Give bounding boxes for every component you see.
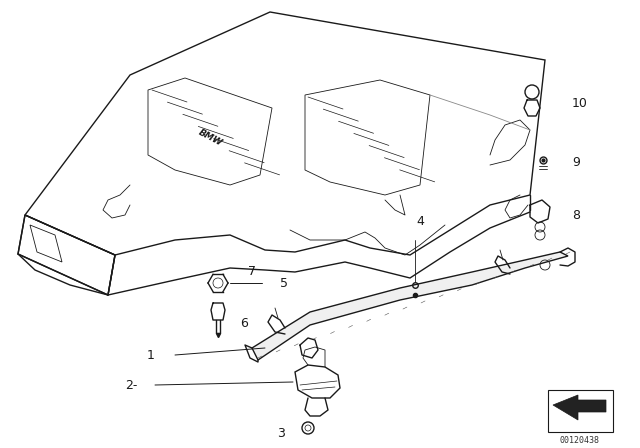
Polygon shape: [553, 395, 606, 420]
Text: 10: 10: [572, 96, 588, 109]
Text: 8: 8: [572, 208, 580, 221]
Text: 00120438: 00120438: [560, 435, 600, 444]
Text: BMW: BMW: [196, 128, 223, 148]
Text: 5: 5: [280, 276, 288, 289]
Text: 6: 6: [240, 316, 248, 329]
Text: 2-: 2-: [125, 379, 138, 392]
Text: 1: 1: [147, 349, 155, 362]
Bar: [548, 390, 613, 432]
Text: 3: 3: [277, 426, 285, 439]
Text: 4: 4: [416, 215, 424, 228]
Polygon shape: [252, 252, 568, 360]
Text: 7: 7: [248, 265, 256, 278]
Text: 9: 9: [572, 155, 580, 168]
